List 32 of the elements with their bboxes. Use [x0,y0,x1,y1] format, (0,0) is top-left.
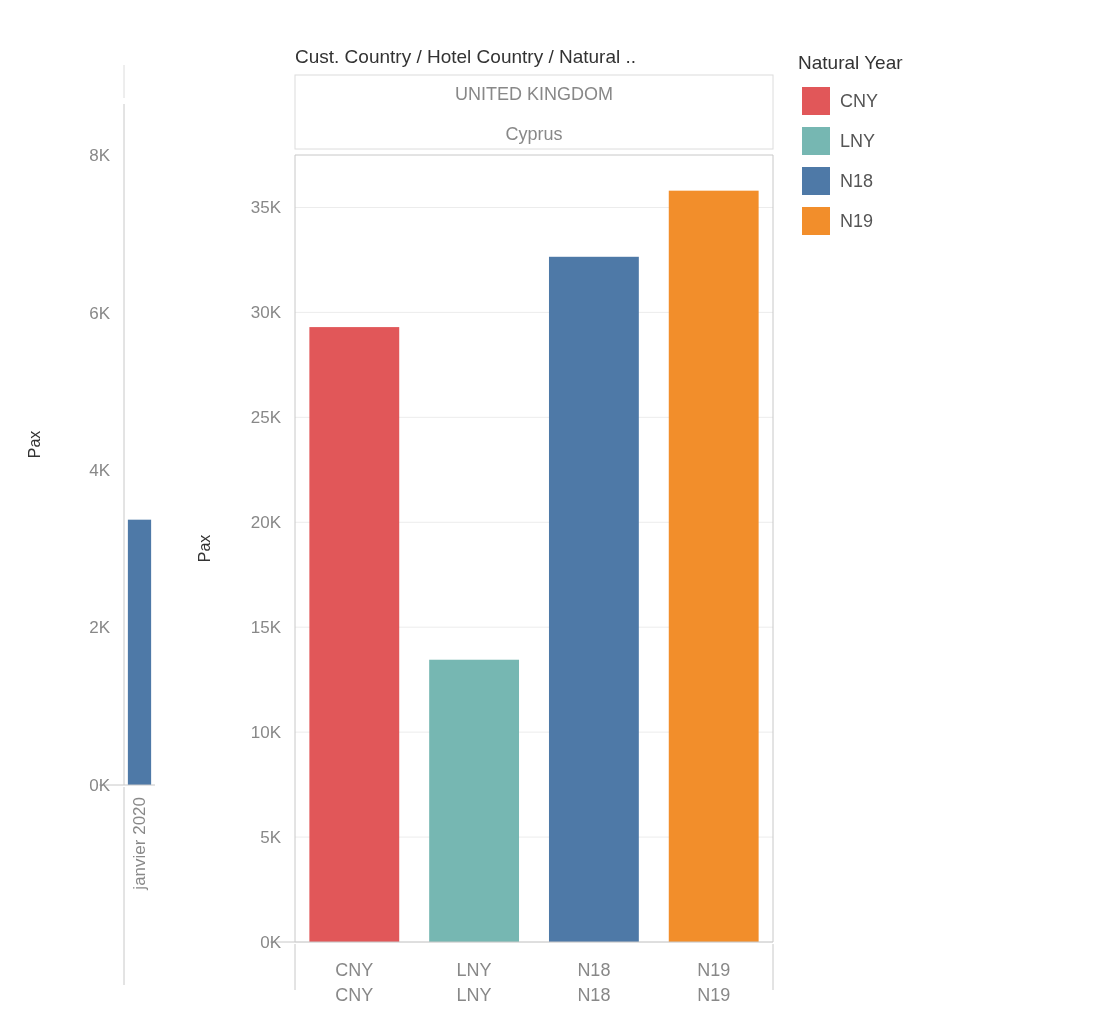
text: UNITED KINGDOM [454,84,614,104]
y-tick-label: 5K [260,828,282,848]
text: N18 [577,985,611,1005]
y-tick-label: 0K [260,932,282,952]
y-axis-title: Pax [26,430,43,459]
text: LNY [456,985,492,1005]
y-tick-label: 0K [89,775,111,795]
y-tick-label: 8K [89,146,111,166]
legend-label: CNY [840,91,879,112]
y-tick-label: 35K [250,198,282,218]
legend-title: Natural Year [798,52,904,73]
x-tick-label: N19 [697,960,731,980]
x-tick-label: janvier 2020 [130,797,150,891]
y-tick-label: 6K [89,303,111,323]
x-tick-label: N18 [577,960,611,980]
legend-label: N18 [840,171,874,192]
text: N19 [697,985,731,1005]
y-tick-label: 25K [250,408,282,428]
text: CNY [335,985,374,1005]
y-tick-label: 15K [250,618,282,638]
x-tick-label: LNY [456,960,492,980]
y-axis-title: Pax [196,534,213,563]
legend-label: N19 [840,211,874,232]
y-tick-label: 20K [250,513,282,533]
y-tick-label: 10K [250,723,282,743]
y-tick-label: 30K [250,303,282,323]
text: Cyprus [505,124,563,144]
legend-label: LNY [840,131,876,152]
chart-title: Cust. Country / Hotel Country / Natural .. [295,46,637,67]
y-tick-label: 4K [89,461,111,481]
x-tick-label: CNY [335,960,374,980]
y-tick-label: 2K [89,618,111,638]
